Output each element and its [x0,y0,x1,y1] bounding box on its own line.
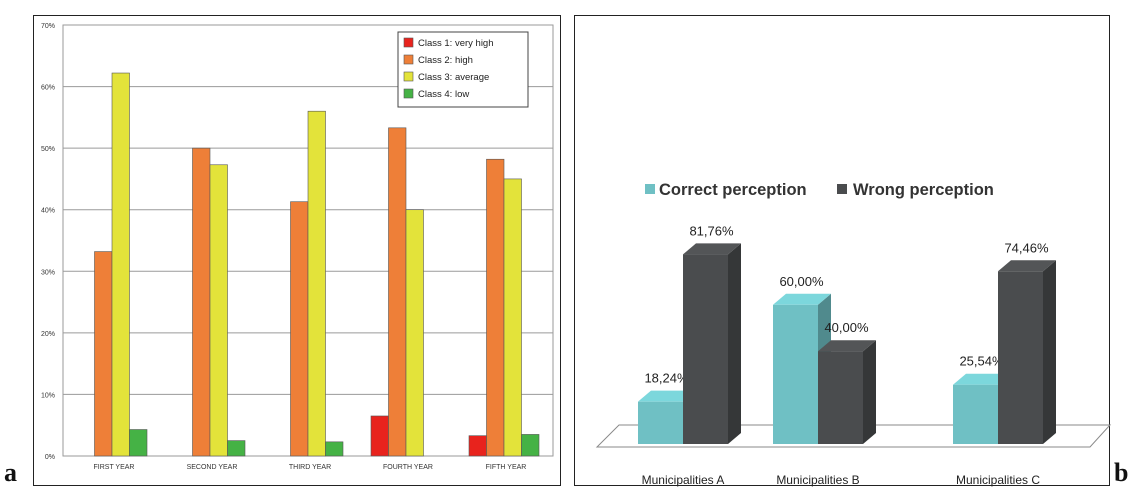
panel-label-a: a [4,458,17,487]
bar-top-b [683,243,741,255]
data-label-b: 25,54% [959,354,1004,369]
legend-label-a: Class 3: average [418,72,489,83]
legend-box-a [397,31,529,108]
x-tick-label-b: Municipalities C [956,473,1040,487]
bar-a [129,429,148,457]
bar-a [486,158,505,457]
legend-swatch-a [403,54,414,65]
legend-label-a: Class 1: very high [418,38,494,49]
legend-swatch-b [837,184,847,194]
legend-label-a: Class 2: high [418,55,473,66]
bar-b [818,351,863,444]
bar-a [290,201,309,457]
x-tick-label-a: THIRD YEAR [289,464,331,471]
y-tick-label-a: 40% [41,208,55,215]
legend-label-b: Correct perception [659,181,807,199]
bar-b [773,304,818,444]
bar-a [468,435,487,457]
y-tick-label-a: 30% [41,269,55,276]
data-label-b: 40,00% [824,320,869,335]
bar-a [503,178,522,457]
x-tick-label-b: Municipalities B [776,473,859,487]
bar-a [307,110,326,457]
legend-label-a: Class 4: low [418,89,469,100]
legend-swatch-a [403,71,414,82]
bar-a [209,164,228,457]
bar-a [227,440,246,457]
bar-a [521,434,540,457]
x-tick-label-a: SECOND YEAR [187,464,238,471]
data-label-b: 81,76% [689,223,734,238]
x-tick-label-a: FIFTH YEAR [486,464,527,471]
bar-a [111,72,130,457]
y-tick-label-a: 10% [41,392,55,399]
bar-top-b [998,260,1056,272]
bar-top-b [953,373,1011,385]
data-label-b: 60,00% [779,274,824,289]
bar-a [405,209,424,457]
x-tick-label-a: FIRST YEAR [94,464,135,471]
legend-swatch-a [403,88,414,99]
data-label-b: 74,46% [1004,240,1049,255]
legend-label-b: Wrong perception [853,181,994,199]
bar-b [953,384,998,444]
x-tick-label-a: FOURTH YEAR [383,464,433,471]
legend-swatch-b [645,184,655,194]
y-tick-label-a: 70% [41,23,55,30]
y-tick-label-a: 0% [45,454,55,461]
bar-side-b [728,243,741,444]
bar-b [683,254,728,444]
bar-a [325,441,344,457]
y-tick-label-a: 20% [41,331,55,338]
bar-b [638,401,683,444]
bar-top-b [638,390,696,402]
y-tick-label-a: 50% [41,146,55,153]
bar-side-b [863,340,876,444]
bar-a [370,415,389,457]
bar-a [94,251,113,457]
bar-top-b [818,340,876,352]
x-tick-label-b: Municipalities A [642,473,725,487]
bar-top-b [773,293,831,305]
panel-label-b: b [1114,458,1129,487]
data-label-b: 18,24% [644,371,689,386]
y-tick-label-a: 60% [41,85,55,92]
bar-a [388,127,407,457]
bar-side-b [1043,260,1056,444]
bar-b [998,271,1043,444]
legend-swatch-a [403,37,414,48]
bar-a [192,147,211,457]
